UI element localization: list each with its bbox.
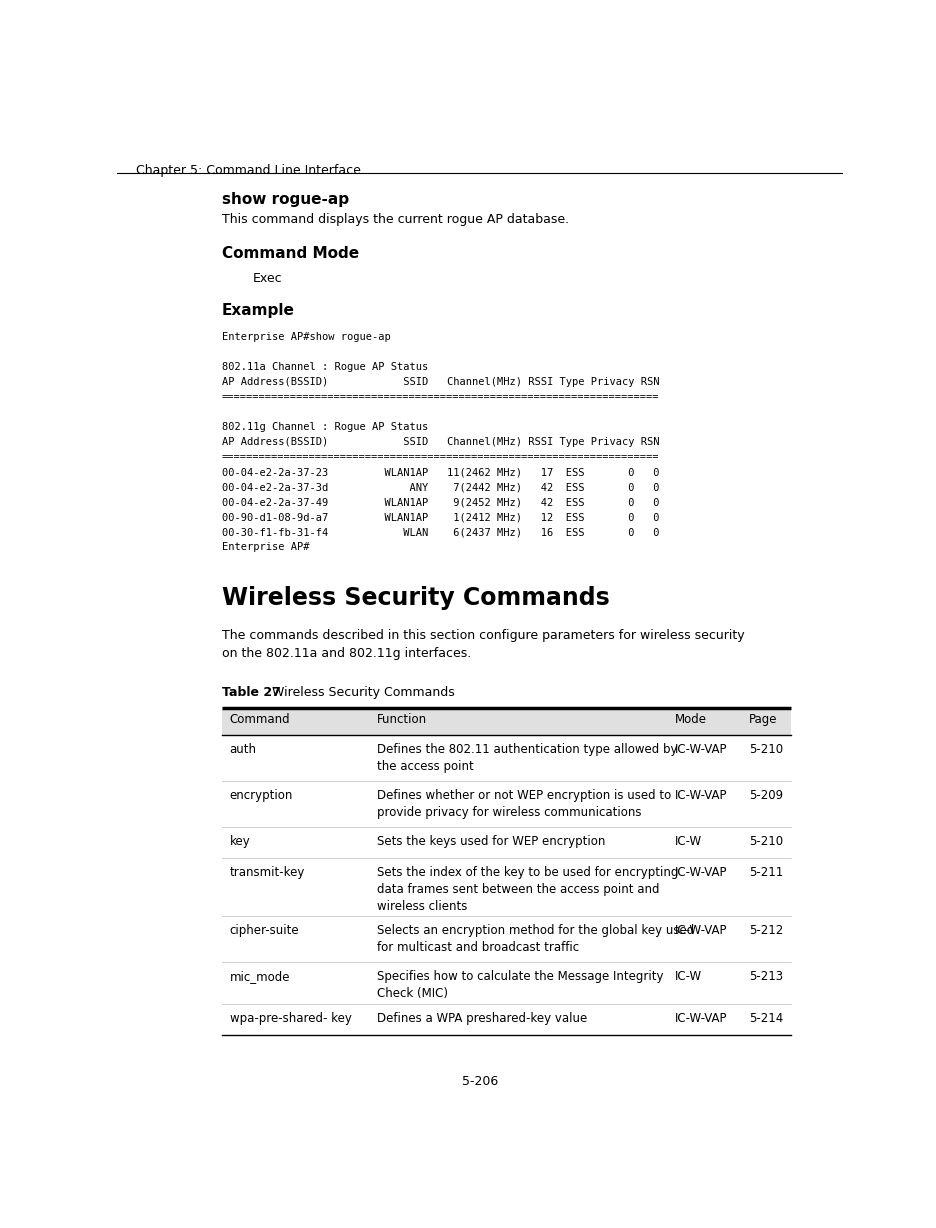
Text: IC-W-VAP: IC-W-VAP (675, 866, 727, 879)
Text: key: key (229, 835, 250, 849)
Text: wpa-pre-shared- key: wpa-pre-shared- key (229, 1012, 351, 1025)
Text: ======================================================================: ========================================… (222, 452, 659, 462)
Text: encryption: encryption (229, 788, 293, 802)
Text: Example: Example (222, 303, 294, 318)
Text: 802.11a Channel : Rogue AP Status: 802.11a Channel : Rogue AP Status (222, 362, 428, 372)
Text: Enterprise AP#: Enterprise AP# (222, 543, 309, 553)
Text: IC-W-VAP: IC-W-VAP (675, 788, 727, 802)
Text: 00-30-f1-fb-31-f4            WLAN    6(2437 MHz)   16  ESS       0   0: 00-30-f1-fb-31-f4 WLAN 6(2437 MHz) 16 ES… (222, 527, 659, 538)
Text: 00-90-d1-08-9d-a7         WLAN1AP    1(2412 MHz)   12  ESS       0   0: 00-90-d1-08-9d-a7 WLAN1AP 1(2412 MHz) 12… (222, 512, 659, 522)
Text: 5-213: 5-213 (748, 970, 782, 982)
Text: IC-W: IC-W (675, 835, 701, 849)
Text: AP Address(BSSID)            SSID   Channel(MHz) RSSI Type Privacy RSN: AP Address(BSSID) SSID Channel(MHz) RSSI… (222, 377, 659, 387)
Text: Sets the keys used for WEP encryption: Sets the keys used for WEP encryption (376, 835, 605, 849)
Text: cipher-suite: cipher-suite (229, 923, 299, 937)
Text: Command Mode: Command Mode (222, 246, 358, 260)
Text: 00-04-e2-2a-37-49         WLAN1AP    9(2452 MHz)   42  ESS       0   0: 00-04-e2-2a-37-49 WLAN1AP 9(2452 MHz) 42… (222, 497, 659, 507)
Text: 5-210: 5-210 (748, 835, 782, 849)
Text: 5-209: 5-209 (748, 788, 782, 802)
Text: 00-04-e2-2a-37-23         WLAN1AP   11(2462 MHz)   17  ESS       0   0: 00-04-e2-2a-37-23 WLAN1AP 11(2462 MHz) 1… (222, 468, 659, 478)
Text: Sets the index of the key to be used for encrypting
data frames sent between the: Sets the index of the key to be used for… (376, 866, 678, 912)
Text: transmit-key: transmit-key (229, 866, 304, 879)
Text: IC-W-VAP: IC-W-VAP (675, 923, 727, 937)
Text: This command displays the current rogue AP database.: This command displays the current rogue … (222, 212, 568, 226)
Text: Mode: Mode (675, 713, 707, 726)
Text: auth: auth (229, 743, 256, 755)
Bar (222, 707, 791, 734)
Text: Defines whether or not WEP encryption is used to
provide privacy for wireless co: Defines whether or not WEP encryption is… (376, 788, 670, 819)
Text: 5-212: 5-212 (748, 923, 782, 937)
Text: Function: Function (376, 713, 427, 726)
Text: AP Address(BSSID)            SSID   Channel(MHz) RSSI Type Privacy RSN: AP Address(BSSID) SSID Channel(MHz) RSSI… (222, 437, 659, 447)
Text: ======================================================================: ========================================… (222, 392, 659, 403)
Text: Table 27: Table 27 (222, 686, 280, 700)
Text: The commands described in this section configure parameters for wireless securit: The commands described in this section c… (222, 629, 743, 659)
Text: Enterprise AP#show rogue-ap: Enterprise AP#show rogue-ap (222, 332, 390, 343)
Text: Wireless Security Commands: Wireless Security Commands (222, 586, 608, 610)
Text: 5-214: 5-214 (748, 1012, 782, 1025)
Text: IC-W-VAP: IC-W-VAP (675, 1012, 727, 1025)
Text: 5-211: 5-211 (748, 866, 782, 879)
Text: mic_mode: mic_mode (229, 970, 289, 982)
Text: 802.11g Channel : Rogue AP Status: 802.11g Channel : Rogue AP Status (222, 422, 428, 432)
Text: Command: Command (229, 713, 290, 726)
Text: 5-206: 5-206 (461, 1076, 498, 1088)
Text: Defines the 802.11 authentication type allowed by
the access point: Defines the 802.11 authentication type a… (376, 743, 677, 772)
Text: IC-W-VAP: IC-W-VAP (675, 743, 727, 755)
Text: 00-04-e2-2a-37-3d             ANY    7(2442 MHz)   42  ESS       0   0: 00-04-e2-2a-37-3d ANY 7(2442 MHz) 42 ESS… (222, 483, 659, 492)
Text: 5-210: 5-210 (748, 743, 782, 755)
Text: Page: Page (748, 713, 777, 726)
Text: show rogue-ap: show rogue-ap (222, 192, 348, 208)
Text: Specifies how to calculate the Message Integrity
Check (MIC): Specifies how to calculate the Message I… (376, 970, 663, 1000)
Text: Defines a WPA preshared-key value: Defines a WPA preshared-key value (376, 1012, 586, 1025)
Text: IC-W: IC-W (675, 970, 701, 982)
Text: Selects an encryption method for the global key used
for multicast and broadcast: Selects an encryption method for the glo… (376, 923, 694, 953)
Text: Exec: Exec (253, 273, 282, 285)
Text: Chapter 5: Command Line Interface: Chapter 5: Command Line Interface (137, 165, 361, 177)
Text: Wireless Security Commands: Wireless Security Commands (271, 686, 454, 700)
